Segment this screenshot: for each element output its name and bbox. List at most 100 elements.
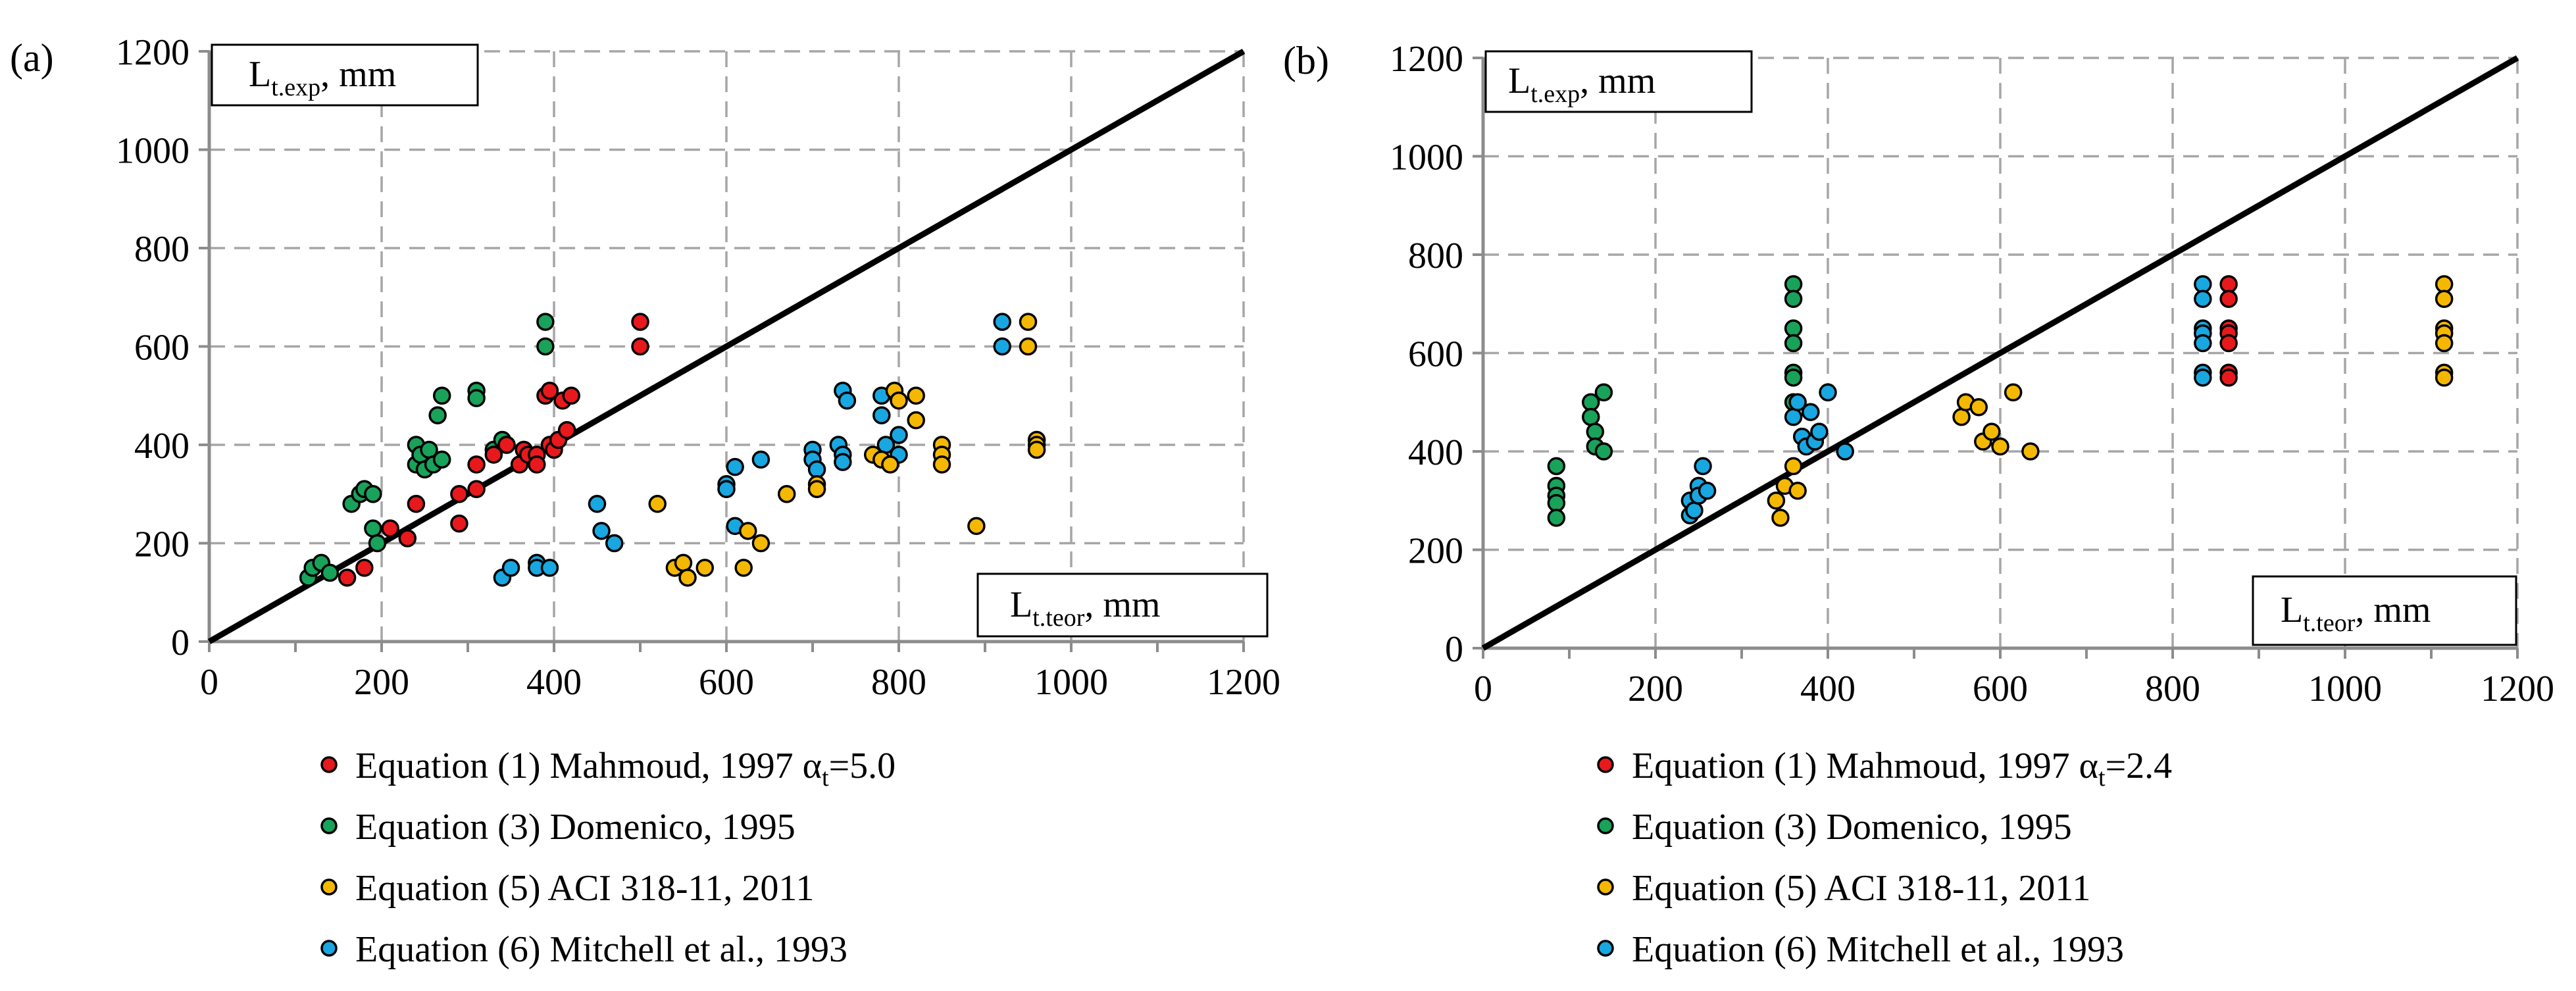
x-tick-label: 1200 xyxy=(2481,669,2554,709)
data-point xyxy=(364,485,382,503)
legend-marker xyxy=(1597,940,1614,957)
data-point xyxy=(2219,334,2238,353)
data-point xyxy=(1547,509,1566,527)
data-point xyxy=(1991,437,2009,456)
y-tick-label: 1200 xyxy=(1390,39,1463,80)
legend-label: Equation (6) Mitchell et al., 1993 xyxy=(1632,929,2124,970)
data-point xyxy=(2021,442,2040,461)
data-point xyxy=(2219,275,2238,293)
data-point xyxy=(1694,457,1712,476)
x-axis-label-unit: , mm xyxy=(1084,584,1160,625)
y-tick-label: 200 xyxy=(1408,531,1463,572)
data-point xyxy=(432,450,451,469)
data-point xyxy=(674,553,693,572)
legend-label-sub: t xyxy=(2098,764,2106,792)
legend-label: Equation (3) Domenico, 1995 xyxy=(1632,807,2072,848)
y-axis-label-box: Lt.exp, mm xyxy=(1484,50,1753,113)
panel-label: (a) xyxy=(10,36,54,80)
y-tick-label: 600 xyxy=(134,328,189,368)
data-point xyxy=(501,559,520,577)
x-axis-label-main: L xyxy=(1010,584,1032,625)
data-point xyxy=(1784,275,1803,293)
data-point xyxy=(777,485,796,503)
data-point xyxy=(932,455,951,474)
data-point xyxy=(1594,442,1613,461)
data-point xyxy=(2194,368,2212,387)
data-point xyxy=(1685,501,1704,520)
data-point xyxy=(557,420,576,440)
x-tick-label: 400 xyxy=(1800,669,1856,709)
data-point xyxy=(588,494,607,513)
svg-text:Equation (1) Mahmoud, 1997 αt=: Equation (1) Mahmoud, 1997 αt=2.4 xyxy=(1632,746,2172,792)
y-tick-label: 400 xyxy=(134,426,189,467)
data-point xyxy=(890,426,908,444)
data-point xyxy=(428,406,447,424)
series-group xyxy=(338,313,649,587)
panel-a: 0 200 400 600 800 1000 1200 0 200 400 600 800 1000 12… xyxy=(10,32,1280,970)
legend-label-suffix: =5.0 xyxy=(829,746,896,786)
data-point xyxy=(1784,407,1803,426)
legend-marker xyxy=(1597,817,1614,834)
legend-label: Equation (5) ACI 318-11, 2011 xyxy=(1632,868,2090,909)
y-axis-label-main: L xyxy=(249,54,271,95)
data-point xyxy=(807,460,826,479)
data-point xyxy=(536,337,555,356)
data-point xyxy=(1784,368,1803,387)
data-point xyxy=(1784,290,1803,309)
x-tick-label: 600 xyxy=(699,662,754,703)
data-point xyxy=(648,494,667,513)
legend: Equation (1) Mahmoud, 1997 αt=2.4 Equati… xyxy=(1597,746,2172,970)
data-point xyxy=(838,391,857,410)
data-point xyxy=(484,445,503,464)
data-point xyxy=(450,485,468,503)
x-tick-label: 400 xyxy=(526,662,582,703)
data-point xyxy=(1983,422,2001,441)
data-point xyxy=(1952,407,1971,426)
data-point xyxy=(338,569,357,587)
legend-label: Equation (3) Domenico, 1995 xyxy=(355,807,796,848)
data-point xyxy=(364,519,382,538)
y-axis-label-box: Lt.exp, mm xyxy=(211,43,479,107)
data-point xyxy=(678,569,697,587)
x-tick-label: 200 xyxy=(1628,669,1683,709)
data-point xyxy=(2004,383,2023,402)
data-points xyxy=(1547,275,2454,527)
data-point xyxy=(993,313,1011,331)
data-point xyxy=(907,411,925,430)
reference-line xyxy=(1481,55,2519,651)
y-tick-label: 800 xyxy=(134,229,189,270)
y-tick-label: 1000 xyxy=(116,131,189,172)
legend: Equation (1) Mahmoud, 1997 αt=5.0 Equati… xyxy=(320,746,896,970)
data-point xyxy=(1784,319,1803,338)
data-point xyxy=(2435,368,2454,387)
x-tick-label: 800 xyxy=(2145,669,2200,709)
data-point xyxy=(1547,494,1566,513)
legend-label: Equation (1) Mahmoud, 1997 α xyxy=(1632,746,2098,786)
data-point xyxy=(1784,334,1803,353)
legend-marker xyxy=(320,940,338,957)
data-point xyxy=(592,522,611,540)
x-axis-label-sub: t.teor xyxy=(2303,609,2355,637)
data-point xyxy=(834,453,852,471)
data-point xyxy=(1594,383,1613,402)
x-axis-label-main: L xyxy=(2281,590,2303,630)
legend-marker xyxy=(1597,756,1614,773)
data-point xyxy=(881,455,899,474)
y-tick-label: 600 xyxy=(1408,334,1463,375)
series-group xyxy=(648,313,1046,587)
data-point xyxy=(726,457,744,476)
data-point xyxy=(1582,407,1600,426)
data-point xyxy=(497,436,516,454)
data-point xyxy=(872,406,891,424)
svg-text:Equation (1) Mahmoud, 1997 αt=: Equation (1) Mahmoud, 1997 αt=5.0 xyxy=(355,746,896,792)
data-point xyxy=(631,313,649,331)
data-point xyxy=(368,534,387,553)
data-point xyxy=(1788,393,1807,411)
legend-marker xyxy=(320,817,338,834)
data-point xyxy=(2435,334,2454,353)
data-point xyxy=(320,563,340,582)
svg-text:Lt.teor, mm: Lt.teor, mm xyxy=(2281,590,2431,637)
legend-label-suffix: =2.4 xyxy=(2106,746,2173,786)
y-tick-label: 800 xyxy=(1408,236,1463,276)
svg-text:Lt.exp, mm: Lt.exp, mm xyxy=(1508,61,1655,108)
